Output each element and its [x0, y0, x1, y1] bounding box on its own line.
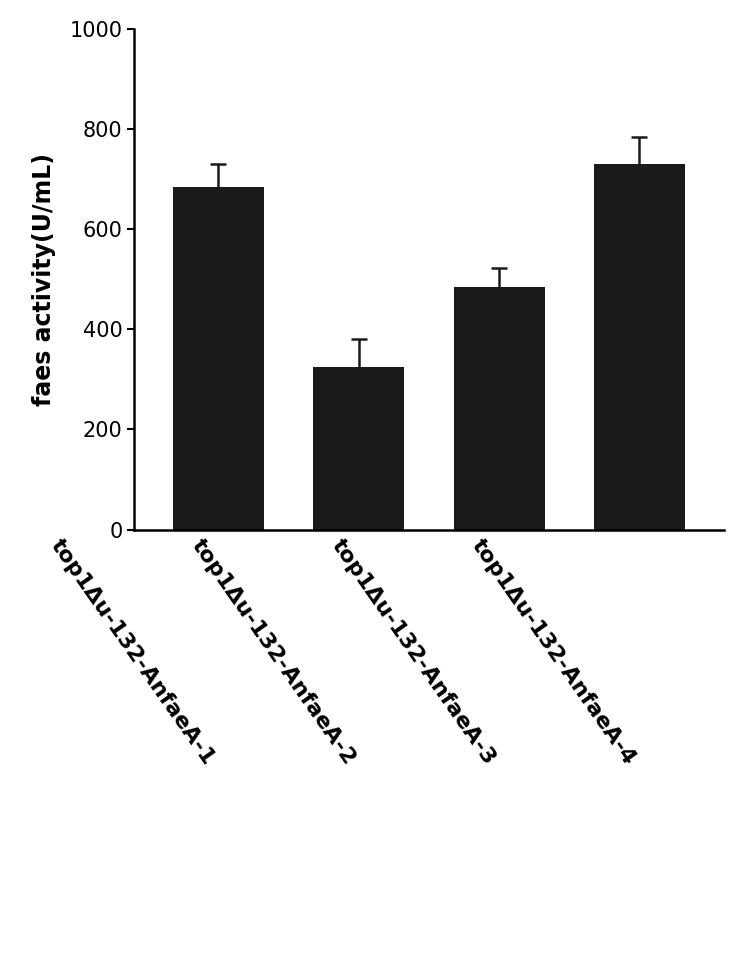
Bar — [313, 367, 404, 530]
Bar — [594, 164, 685, 530]
Bar — [173, 187, 264, 530]
Bar — [454, 287, 545, 530]
Y-axis label: faes activity(U/mL): faes activity(U/mL) — [31, 153, 56, 405]
